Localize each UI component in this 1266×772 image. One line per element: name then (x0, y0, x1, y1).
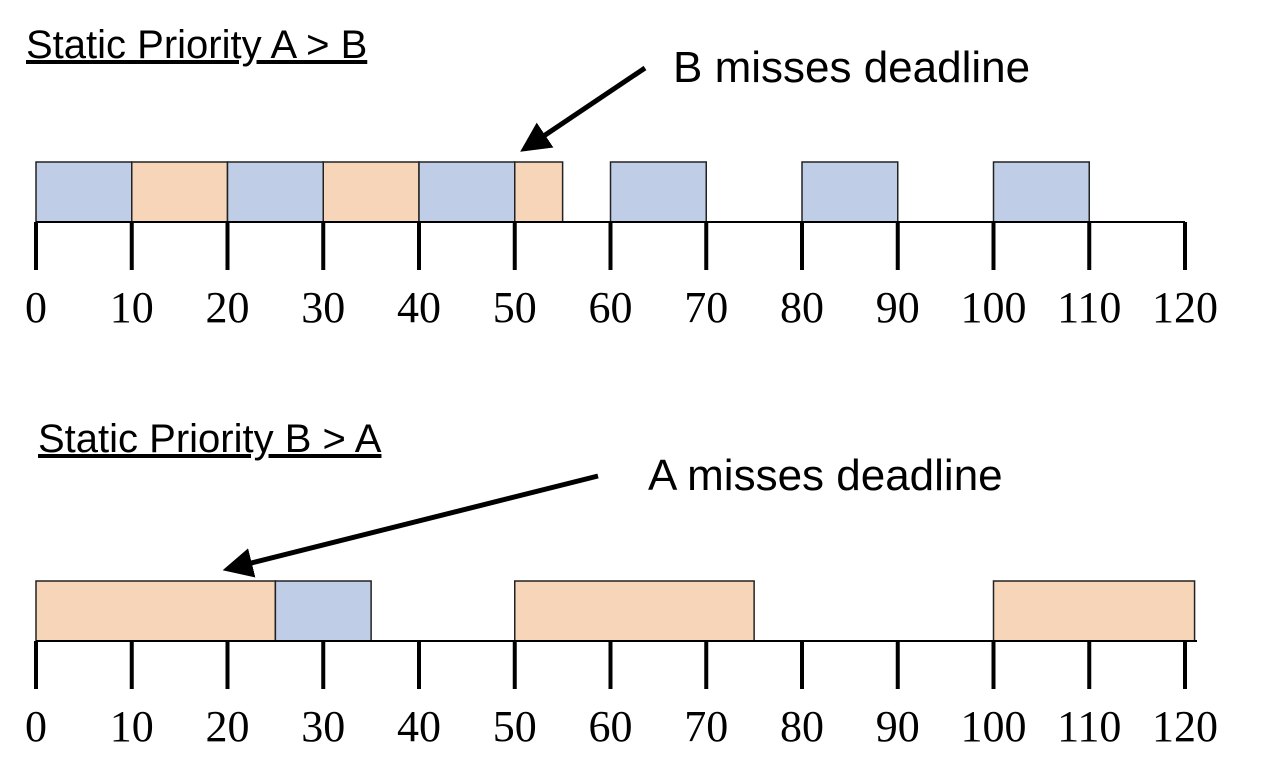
tick-label: 120 (1152, 702, 1218, 751)
tick-label: 90 (876, 702, 920, 751)
tick-label: 30 (301, 283, 345, 332)
tick-label: 60 (589, 283, 633, 332)
tick-label: 20 (206, 283, 250, 332)
tick-label: 60 (589, 702, 633, 751)
tick-label: 40 (397, 283, 441, 332)
task-a-block (609, 161, 707, 223)
deadline-arrow (520, 65, 647, 152)
task-a-block (274, 580, 372, 642)
task-b-block (514, 161, 564, 223)
tick-label: 100 (961, 283, 1027, 332)
deadline-miss-annotation: B misses deadline (673, 43, 1030, 92)
axis-ticks: 0 10 20 30 40 50 60 70 80 90 100 110 120 (25, 222, 1218, 332)
timeline-title: Static Priority B > A (38, 417, 382, 461)
task-a-block (992, 161, 1090, 223)
tick-label: 110 (1057, 283, 1121, 332)
task-a-block (418, 161, 516, 223)
axis-ticks: 0 10 20 30 40 50 60 70 80 90 100 110 120 (25, 641, 1218, 751)
task-b-block (514, 580, 755, 642)
tick-label: 90 (876, 283, 920, 332)
schedule-blocks (35, 161, 1090, 223)
deadline-miss-annotation: A misses deadline (648, 451, 1003, 500)
tick-label: 100 (961, 702, 1027, 751)
tick-label: 0 (25, 283, 47, 332)
tick-label: 80 (780, 702, 824, 751)
tick-label: 0 (25, 702, 47, 751)
task-a-block (801, 161, 899, 223)
tick-label: 80 (780, 283, 824, 332)
schedule-blocks (35, 580, 1196, 642)
tick-label: 120 (1152, 283, 1218, 332)
tick-label: 50 (493, 283, 537, 332)
timeline-a-over-b: Static Priority A > B B misses deadline … (25, 23, 1218, 332)
task-a-block (226, 161, 324, 223)
deadline-arrow (222, 473, 599, 578)
tick-label: 50 (493, 702, 537, 751)
task-b-block (992, 580, 1196, 642)
timeline-title: Static Priority A > B (26, 23, 367, 67)
tick-label: 70 (684, 283, 728, 332)
tick-label: 40 (397, 702, 441, 751)
task-b-block (35, 580, 277, 642)
timeline-b-over-a: Static Priority B > A A misses deadline … (25, 417, 1218, 751)
task-b-block (131, 161, 229, 223)
task-b-block (322, 161, 420, 223)
tick-label: 30 (301, 702, 345, 751)
tick-label: 20 (206, 702, 250, 751)
tick-label: 10 (110, 702, 154, 751)
tick-label: 10 (110, 283, 154, 332)
task-a-block (35, 161, 133, 223)
tick-label: 110 (1057, 702, 1121, 751)
tick-label: 70 (684, 702, 728, 751)
